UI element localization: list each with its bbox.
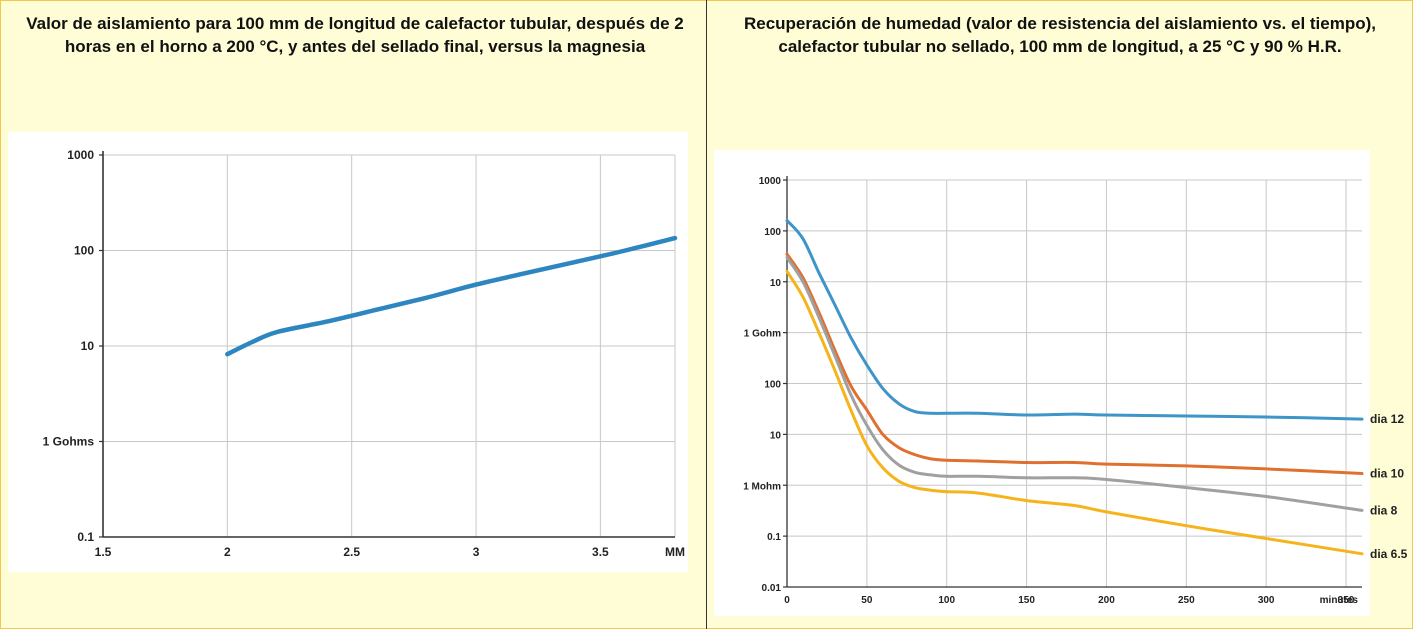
series-line-0 — [225, 235, 678, 357]
series-line-dia-6-5 — [785, 269, 1364, 556]
y-tick-label: 1 Mohm — [743, 481, 781, 492]
y-tick-label: 1000 — [759, 176, 782, 187]
series-label: dia 10 — [1370, 467, 1404, 481]
chart-left-background — [8, 132, 688, 572]
chart-title-left: Valor de aislamiento para 100 mm de long… — [26, 14, 684, 56]
y-tick-label: 10 — [770, 430, 782, 441]
x-tick-label: 250 — [1178, 595, 1195, 606]
series-line-dia-10 — [785, 252, 1364, 475]
x-tick-label: 200 — [1098, 595, 1115, 606]
x-tick-label: 0 — [784, 595, 790, 606]
chart-right: 0.01 0.1 1 Mohm 10 100 1 Gohm 10 100 1000 0 50 100 1… — [743, 176, 1408, 606]
x-tick-label: 350 — [1338, 595, 1355, 606]
y-tick-label: 0.1 — [767, 532, 781, 543]
x-axis-label: minutes — [1320, 595, 1359, 606]
y-tick-label: 100 — [764, 380, 781, 391]
y-tick-label: 1 Gohms — [43, 435, 95, 449]
x-tick-label: 3.5 — [592, 545, 609, 559]
x-tick-label: 300 — [1258, 595, 1275, 606]
chart-title-right: Recuperación de humedad (valor de resist… — [743, 14, 1377, 56]
x-tick-label: 2.5 — [343, 545, 360, 559]
series-line-dia-12 — [785, 219, 1364, 421]
y-tick-label: 1000 — [67, 148, 94, 162]
y-tick-label: 10 — [81, 339, 95, 353]
x-tick-label: 2 — [224, 545, 231, 559]
x-tick-label: 1.5 — [95, 545, 112, 559]
series-label: dia 8 — [1370, 503, 1398, 517]
panel-divider — [706, 0, 707, 629]
y-tick-label: 100 — [764, 227, 781, 238]
x-tick-label: 3 — [473, 545, 480, 559]
y-tick-label: 0.1 — [77, 530, 94, 544]
y-tick-label: 10 — [770, 278, 782, 289]
x-tick-label: MM — [665, 545, 685, 559]
x-tick-label: 50 — [861, 595, 873, 606]
series-label: dia 6.5 — [1370, 547, 1408, 561]
x-tick-label: 150 — [1018, 595, 1035, 606]
y-tick-label: 1 Gohm — [744, 329, 781, 340]
series-label: dia 12 — [1370, 412, 1404, 426]
y-tick-label: 0.01 — [762, 583, 782, 594]
x-tick-label: 100 — [938, 595, 955, 606]
series-line-dia-8 — [785, 256, 1364, 512]
chart-left: 0.1 1 Gohms 10 100 1000 1.5 2 2.5 3 3.5 MM — [43, 148, 685, 559]
y-tick-label: 100 — [74, 244, 94, 258]
